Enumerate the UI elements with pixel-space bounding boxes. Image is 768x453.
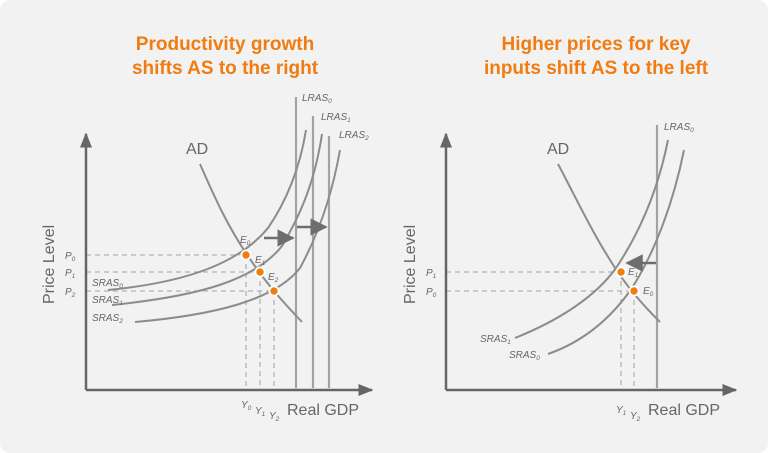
right-p0-label: P0	[426, 287, 437, 299]
right-sras0-curve	[547, 149, 685, 355]
right-sras0-label: SRAS0	[509, 350, 540, 362]
left-panel: AD LRAS0 LRAS1 LRAS2 SRAS0 SRAS1 SRAS2 E…	[41, 93, 374, 423]
right-lras0-label: LRAS0	[664, 122, 694, 134]
left-lras2-label: LRAS2	[339, 130, 369, 142]
left-p2-label: P2	[65, 287, 76, 299]
left-y2-label: Y2	[269, 411, 280, 423]
left-e2-marker	[268, 285, 280, 297]
right-ad-label: AD	[547, 141, 569, 158]
left-title-line1: Productivity growth	[135, 34, 315, 55]
right-title-line2: inputs shift AS to the left	[483, 58, 709, 79]
left-title-line2: shifts AS to the right	[131, 58, 319, 79]
left-ad-curve	[199, 163, 303, 323]
right-y1-label: Y1	[616, 405, 627, 417]
left-e2-label: E2	[268, 272, 279, 284]
left-e1-marker	[254, 266, 266, 278]
left-sras0-label: SRAS0	[92, 278, 123, 290]
left-sras1-label: SRAS1	[92, 295, 123, 307]
right-panel: AD LRAS0 SRAS1 SRAS0 E1 E0 P1 P0 Y1 Y2 P…	[402, 122, 738, 423]
right-title-line1: Higher prices for key	[501, 34, 691, 55]
left-sras1-curve	[111, 133, 323, 306]
right-ad-curve	[557, 163, 661, 323]
right-x-axis-label: Real GDP	[648, 402, 720, 419]
left-e0-label: E0	[240, 235, 251, 247]
left-lras1-label: LRAS1	[321, 112, 351, 124]
right-sras1-label: SRAS1	[480, 334, 511, 346]
left-y0-label: Y0	[241, 400, 252, 412]
right-e1-marker	[615, 266, 627, 278]
left-sras2-label: SRAS2	[92, 313, 123, 325]
left-x-axis-label: Real GDP	[287, 402, 359, 419]
left-sras0-curve	[107, 129, 307, 291]
right-y-axis-label: Price Level	[402, 225, 419, 304]
left-p1-label: P1	[65, 268, 76, 280]
right-y2-label: Y2	[630, 411, 641, 423]
left-y1-label: Y1	[255, 406, 266, 418]
left-panel-title: Productivity growth shifts AS to the rig…	[75, 33, 375, 81]
left-p0-label: P0	[65, 251, 76, 263]
right-e1-label: E1	[628, 267, 639, 279]
left-y-axis-label: Price Level	[41, 225, 58, 304]
right-panel-title: Higher prices for key inputs shift AS to…	[446, 33, 746, 81]
right-sras1-curve	[514, 139, 669, 339]
left-e0-marker	[240, 249, 252, 261]
left-ad-label: AD	[186, 141, 208, 158]
left-sras2-curve	[134, 149, 341, 323]
right-e0-marker	[628, 285, 640, 297]
right-p1-label: P1	[426, 268, 437, 280]
left-lras0-label: LRAS0	[302, 93, 332, 105]
right-e0-label: E0	[643, 286, 654, 298]
left-e1-label: E1	[255, 255, 266, 267]
